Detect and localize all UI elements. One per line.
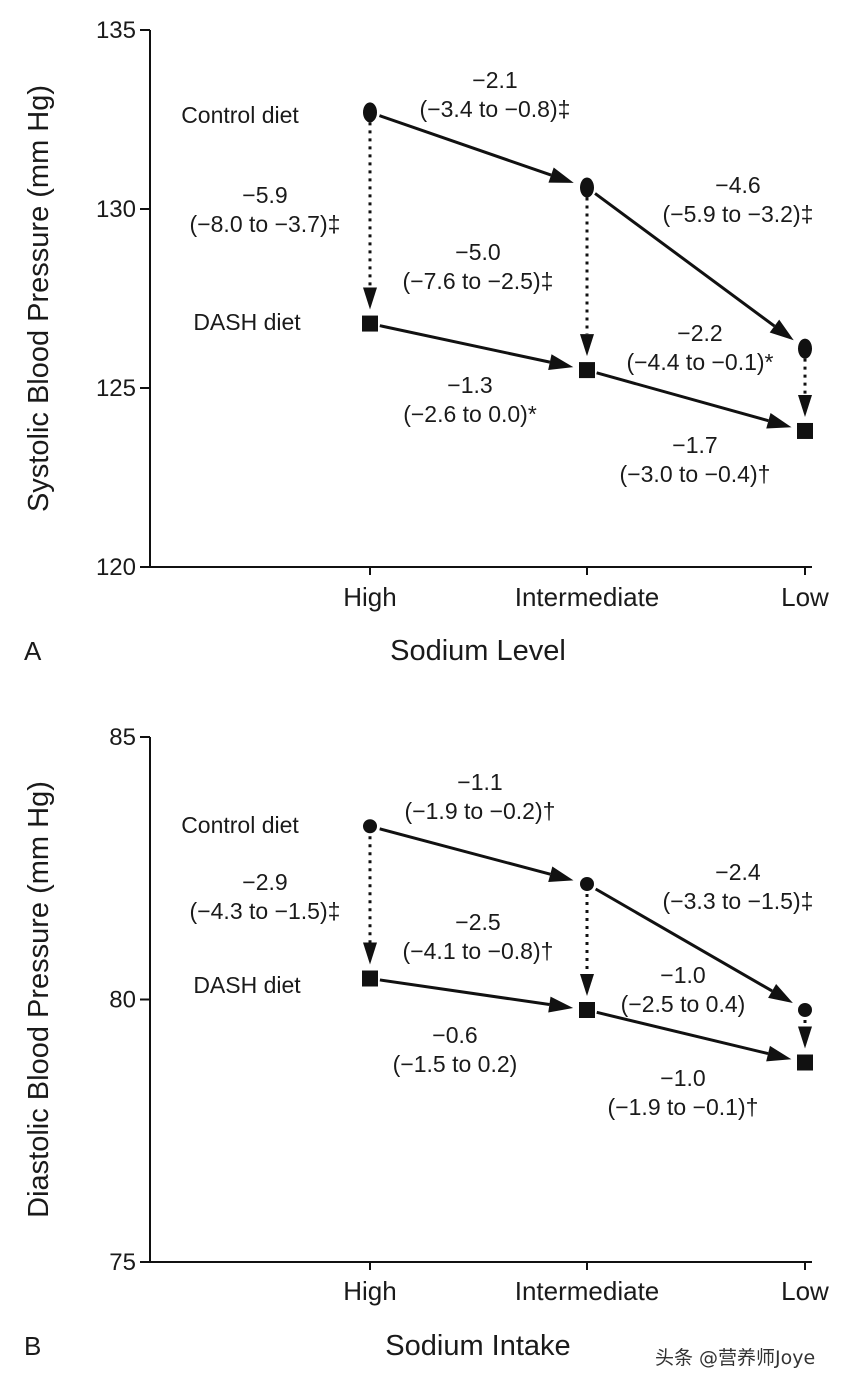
annotation-value: −1.7 bbox=[672, 432, 717, 458]
annotation-ci: (−7.6 to −2.5)‡ bbox=[403, 268, 554, 294]
panel-b: 75 80 85 High Intermediate Low Sodium Intake B D… bbox=[23, 724, 829, 1362]
control-point bbox=[798, 1003, 812, 1017]
diet-difference-arrow-arrowhead bbox=[798, 394, 812, 417]
annotation-value: −1.0 bbox=[660, 962, 705, 988]
annotation-value: −1.3 bbox=[447, 372, 492, 398]
annotation-ci: (−2.6 to 0.0)* bbox=[403, 401, 537, 427]
annotation-value: −2.5 bbox=[455, 909, 500, 935]
dash-point bbox=[362, 315, 378, 332]
panel-a: 120 125 130 135 High Intermediate Low Sodium Le… bbox=[23, 17, 829, 667]
annotation-value: −2.1 bbox=[472, 67, 517, 93]
watermark: 头条 @营养师Joye bbox=[655, 1347, 816, 1369]
y-tick-label: 125 bbox=[96, 375, 136, 402]
x-axis-title: Sodium Level bbox=[390, 635, 566, 667]
control-arrow-arrowhead bbox=[768, 984, 793, 1003]
y-axis-title: Diastolic Blood Pressure (mm Hg) bbox=[23, 781, 55, 1218]
annotation-ci: (−5.9 to −3.2)‡ bbox=[663, 201, 814, 227]
x-tick-label: High bbox=[343, 1276, 396, 1306]
annotation-ci: (−4.4 to −0.1)* bbox=[626, 349, 773, 375]
control-point bbox=[580, 877, 594, 891]
annotation-ci: (−3.3 to −1.5)‡ bbox=[663, 888, 814, 914]
annotation-value: −0.6 bbox=[432, 1022, 477, 1048]
x-tick-label: Low bbox=[781, 582, 829, 612]
y-axis-title: Systolic Blood Pressure (mm Hg) bbox=[23, 85, 55, 512]
control-diet-label: Control diet bbox=[181, 812, 299, 838]
dash-point bbox=[797, 422, 813, 439]
diet-difference-arrow-arrowhead bbox=[363, 287, 377, 310]
control-point bbox=[580, 177, 594, 198]
diet-difference-arrow-arrowhead bbox=[363, 942, 377, 965]
annotation-value: −2.2 bbox=[677, 320, 722, 346]
dash-point bbox=[362, 970, 378, 987]
y-tick-label: 135 bbox=[96, 17, 136, 44]
control-arrow-line bbox=[378, 114, 552, 177]
annotation-value: −5.9 bbox=[242, 182, 287, 208]
dash-diet-label: DASH diet bbox=[193, 309, 301, 335]
x-tick-label: Low bbox=[781, 1276, 829, 1306]
diet-difference-arrow-arrowhead bbox=[580, 334, 594, 357]
dash-arrow-line bbox=[379, 324, 551, 364]
control-arrow-arrowhead bbox=[769, 319, 794, 341]
annotation-ci: (−1.9 to −0.1)† bbox=[608, 1094, 759, 1120]
control-diet-label: Control diet bbox=[181, 102, 299, 128]
panel-label: A bbox=[24, 636, 42, 666]
annotation-value: −4.6 bbox=[715, 172, 760, 198]
annotation-value: −2.4 bbox=[715, 859, 761, 885]
dash-point bbox=[797, 1054, 813, 1071]
control-arrow-arrowhead bbox=[548, 866, 574, 882]
diet-difference-arrow-arrowhead bbox=[580, 974, 594, 996]
dash-diet-label: DASH diet bbox=[193, 972, 301, 998]
dash-arrow-arrowhead bbox=[548, 996, 574, 1013]
annotation-ci: (−2.5 to 0.4) bbox=[621, 991, 746, 1017]
y-tick-label: 130 bbox=[96, 196, 136, 223]
annotation-value: −1.0 bbox=[660, 1065, 705, 1091]
annotation-value: −5.0 bbox=[455, 239, 500, 265]
dash-arrow-line bbox=[379, 978, 550, 1007]
annotation-ci: (−1.5 to 0.2) bbox=[393, 1051, 518, 1077]
control-arrow-arrowhead bbox=[548, 167, 574, 183]
y-tick-label: 75 bbox=[109, 1249, 136, 1276]
control-point bbox=[798, 338, 812, 359]
y-tick-label: 85 bbox=[109, 724, 136, 751]
x-tick-label: Intermediate bbox=[515, 582, 660, 612]
diet-difference-arrow-arrowhead bbox=[798, 1026, 812, 1049]
x-axis-title: Sodium Intake bbox=[385, 1330, 570, 1362]
control-point bbox=[363, 819, 377, 834]
annotation-ci: (−4.3 to −1.5)‡ bbox=[190, 898, 341, 924]
annotation-value: −2.9 bbox=[242, 869, 287, 895]
annotation-ci: (−3.4 to −0.8)‡ bbox=[420, 96, 571, 122]
annotation-ci: (−8.0 to −3.7)‡ bbox=[190, 211, 341, 237]
annotation-ci: (−3.0 to −0.4)† bbox=[620, 461, 771, 487]
annotation-ci: (−1.9 to −0.2)† bbox=[405, 798, 556, 824]
dash-point bbox=[579, 1002, 595, 1018]
control-point bbox=[363, 102, 377, 123]
y-tick-label: 120 bbox=[96, 554, 136, 581]
dash-arrow-arrowhead bbox=[548, 354, 574, 370]
y-tick-label: 80 bbox=[109, 987, 136, 1014]
panel-label: B bbox=[24, 1331, 41, 1361]
control-arrow-line bbox=[594, 192, 776, 328]
dash-arrow-arrowhead bbox=[766, 1045, 792, 1062]
control-arrow-line bbox=[379, 827, 551, 876]
x-tick-label: Intermediate bbox=[515, 1276, 660, 1306]
dash-arrow-arrowhead bbox=[766, 413, 792, 429]
dash-arrow-line bbox=[596, 1010, 769, 1056]
dash-point bbox=[579, 362, 595, 379]
annotation-ci: (−4.1 to −0.8)† bbox=[403, 938, 554, 964]
x-tick-label: High bbox=[343, 582, 396, 612]
dash-arrow-line bbox=[596, 371, 769, 423]
annotation-value: −1.1 bbox=[457, 769, 502, 795]
control-arrow-line bbox=[594, 887, 773, 993]
